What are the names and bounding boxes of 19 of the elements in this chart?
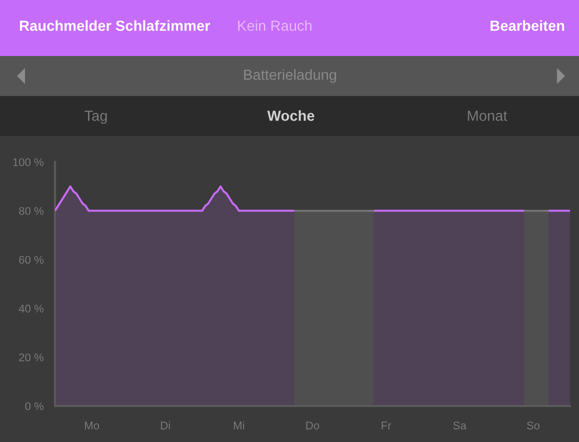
y-tick-label: 40 % [18,304,44,313]
x-tick-label: Sa [453,422,466,430]
text: Kein Rauch [238,20,312,31]
x-tick-label: Mi [234,421,244,430]
x-tick-label: Do [306,422,320,430]
x-tick-label: Di [161,421,170,430]
text: Rauchmelder Schlafzimmer [20,20,210,31]
x-tick-label: Fr [382,422,392,430]
text: Monat [468,110,508,121]
x-tick-label: Mo [84,422,100,430]
y-tick-label: 100 % [13,158,44,166]
y-tick-label: 20 % [19,353,44,362]
x-tick-label: So [526,422,540,430]
text: Tag [84,110,107,124]
text: Bearbeiten [490,20,564,31]
y-tick-label: 60 % [19,256,44,264]
y-tick-label: 80 % [19,207,44,215]
y-tick-label: 0 % [25,402,44,410]
text: Woche [267,110,314,121]
